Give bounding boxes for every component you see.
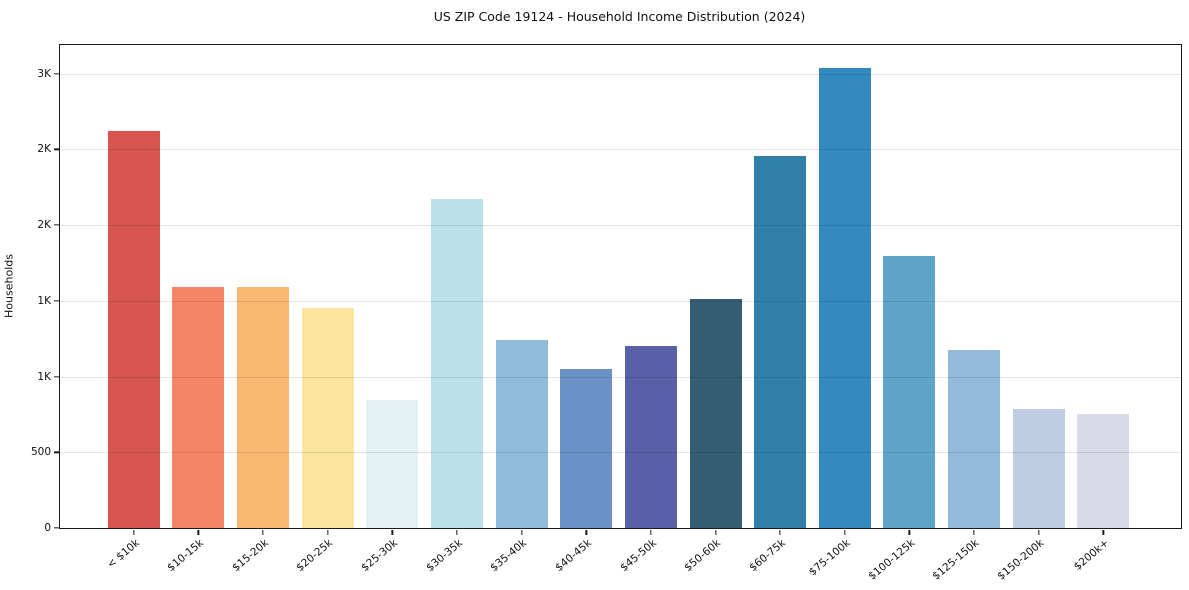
x-tick-mark bbox=[391, 529, 394, 535]
y-tick-mark bbox=[53, 224, 59, 226]
x-tick-mark bbox=[585, 529, 587, 535]
y-tick-label: 500 bbox=[30, 446, 51, 459]
x-tick-mark bbox=[133, 529, 135, 535]
x-tick-mark bbox=[520, 529, 523, 535]
bar bbox=[301, 308, 354, 528]
y-tick-label: 1K bbox=[37, 294, 51, 307]
bar bbox=[366, 400, 419, 528]
x-tick-label: < $10k bbox=[104, 537, 142, 571]
y-tick-label: 3K bbox=[37, 67, 51, 80]
x-tick-mark bbox=[973, 529, 975, 535]
bar bbox=[172, 287, 225, 528]
bar bbox=[754, 155, 807, 528]
x-tick-mark bbox=[779, 529, 781, 535]
x-tick-mark bbox=[908, 529, 911, 535]
bar bbox=[107, 130, 160, 528]
bar bbox=[1012, 409, 1065, 528]
bar bbox=[948, 350, 1001, 528]
x-tick-mark bbox=[1102, 529, 1105, 535]
x-tick-mark bbox=[197, 529, 200, 535]
y-tick-label: 0 bbox=[44, 522, 51, 534]
y-tick-mark bbox=[53, 375, 59, 378]
bar bbox=[1077, 414, 1130, 528]
x-tick-label: $45-50k bbox=[617, 537, 659, 575]
bar bbox=[689, 299, 742, 528]
plot-area: 0 500 1K 1K 2K 2K 3K < $10k $10-15k $15-20k $20-25… bbox=[31, 44, 1182, 583]
x-tick-mark bbox=[844, 529, 846, 535]
bar bbox=[560, 369, 613, 528]
x-tick-label: $150-200k bbox=[995, 537, 1047, 583]
x-tick-mark bbox=[650, 529, 652, 535]
y-tick-label: 1K bbox=[37, 370, 51, 383]
y-tick-mark bbox=[53, 527, 59, 529]
x-tick-label: $200k+ bbox=[1071, 537, 1112, 573]
bar bbox=[237, 287, 290, 528]
chart-title: US ZIP Code 19124 - Household Income Dis… bbox=[433, 9, 806, 24]
x-tick-mark bbox=[714, 529, 717, 535]
x-tick-mark bbox=[456, 529, 458, 535]
x-tick-label: $125-150k bbox=[930, 537, 982, 583]
x-tick-mark bbox=[262, 529, 264, 535]
y-axis-label: Households bbox=[2, 254, 16, 318]
gridline bbox=[60, 73, 1181, 75]
gridline bbox=[60, 300, 1181, 302]
bar bbox=[431, 198, 483, 528]
x-tick-label: $30-35k bbox=[423, 537, 465, 575]
x-tick-mark bbox=[1038, 529, 1040, 535]
x-tick-label: $15-20k bbox=[229, 537, 271, 575]
x-tick-label: $10-15k bbox=[165, 537, 207, 575]
gridline bbox=[60, 225, 1181, 227]
y-tick-label: 2K bbox=[37, 219, 51, 232]
x-tick-label: $25-30k bbox=[359, 537, 401, 575]
bar bbox=[883, 256, 936, 528]
x-tick-label: $40-45k bbox=[553, 537, 594, 575]
x-tick-label: $35-40k bbox=[488, 537, 530, 575]
y-tick-mark bbox=[53, 300, 59, 302]
gridline bbox=[60, 376, 1181, 378]
x-tick-label: $75-100k bbox=[806, 537, 853, 579]
gridline bbox=[60, 149, 1181, 151]
y-tick-mark bbox=[53, 73, 59, 75]
y-tick-mark bbox=[53, 148, 59, 151]
x-tick-label: $50-60k bbox=[682, 537, 724, 575]
x-tick-mark bbox=[327, 529, 329, 535]
bar bbox=[624, 346, 677, 528]
y-tick-label: 2K bbox=[37, 143, 51, 156]
y-tick-mark bbox=[53, 451, 59, 453]
bar bbox=[818, 68, 871, 528]
bar bbox=[495, 340, 548, 528]
x-tick-label: $20-25k bbox=[294, 537, 336, 575]
x-tick-label: $100-125k bbox=[866, 537, 918, 583]
x-tick-label: $60-75k bbox=[747, 537, 788, 575]
